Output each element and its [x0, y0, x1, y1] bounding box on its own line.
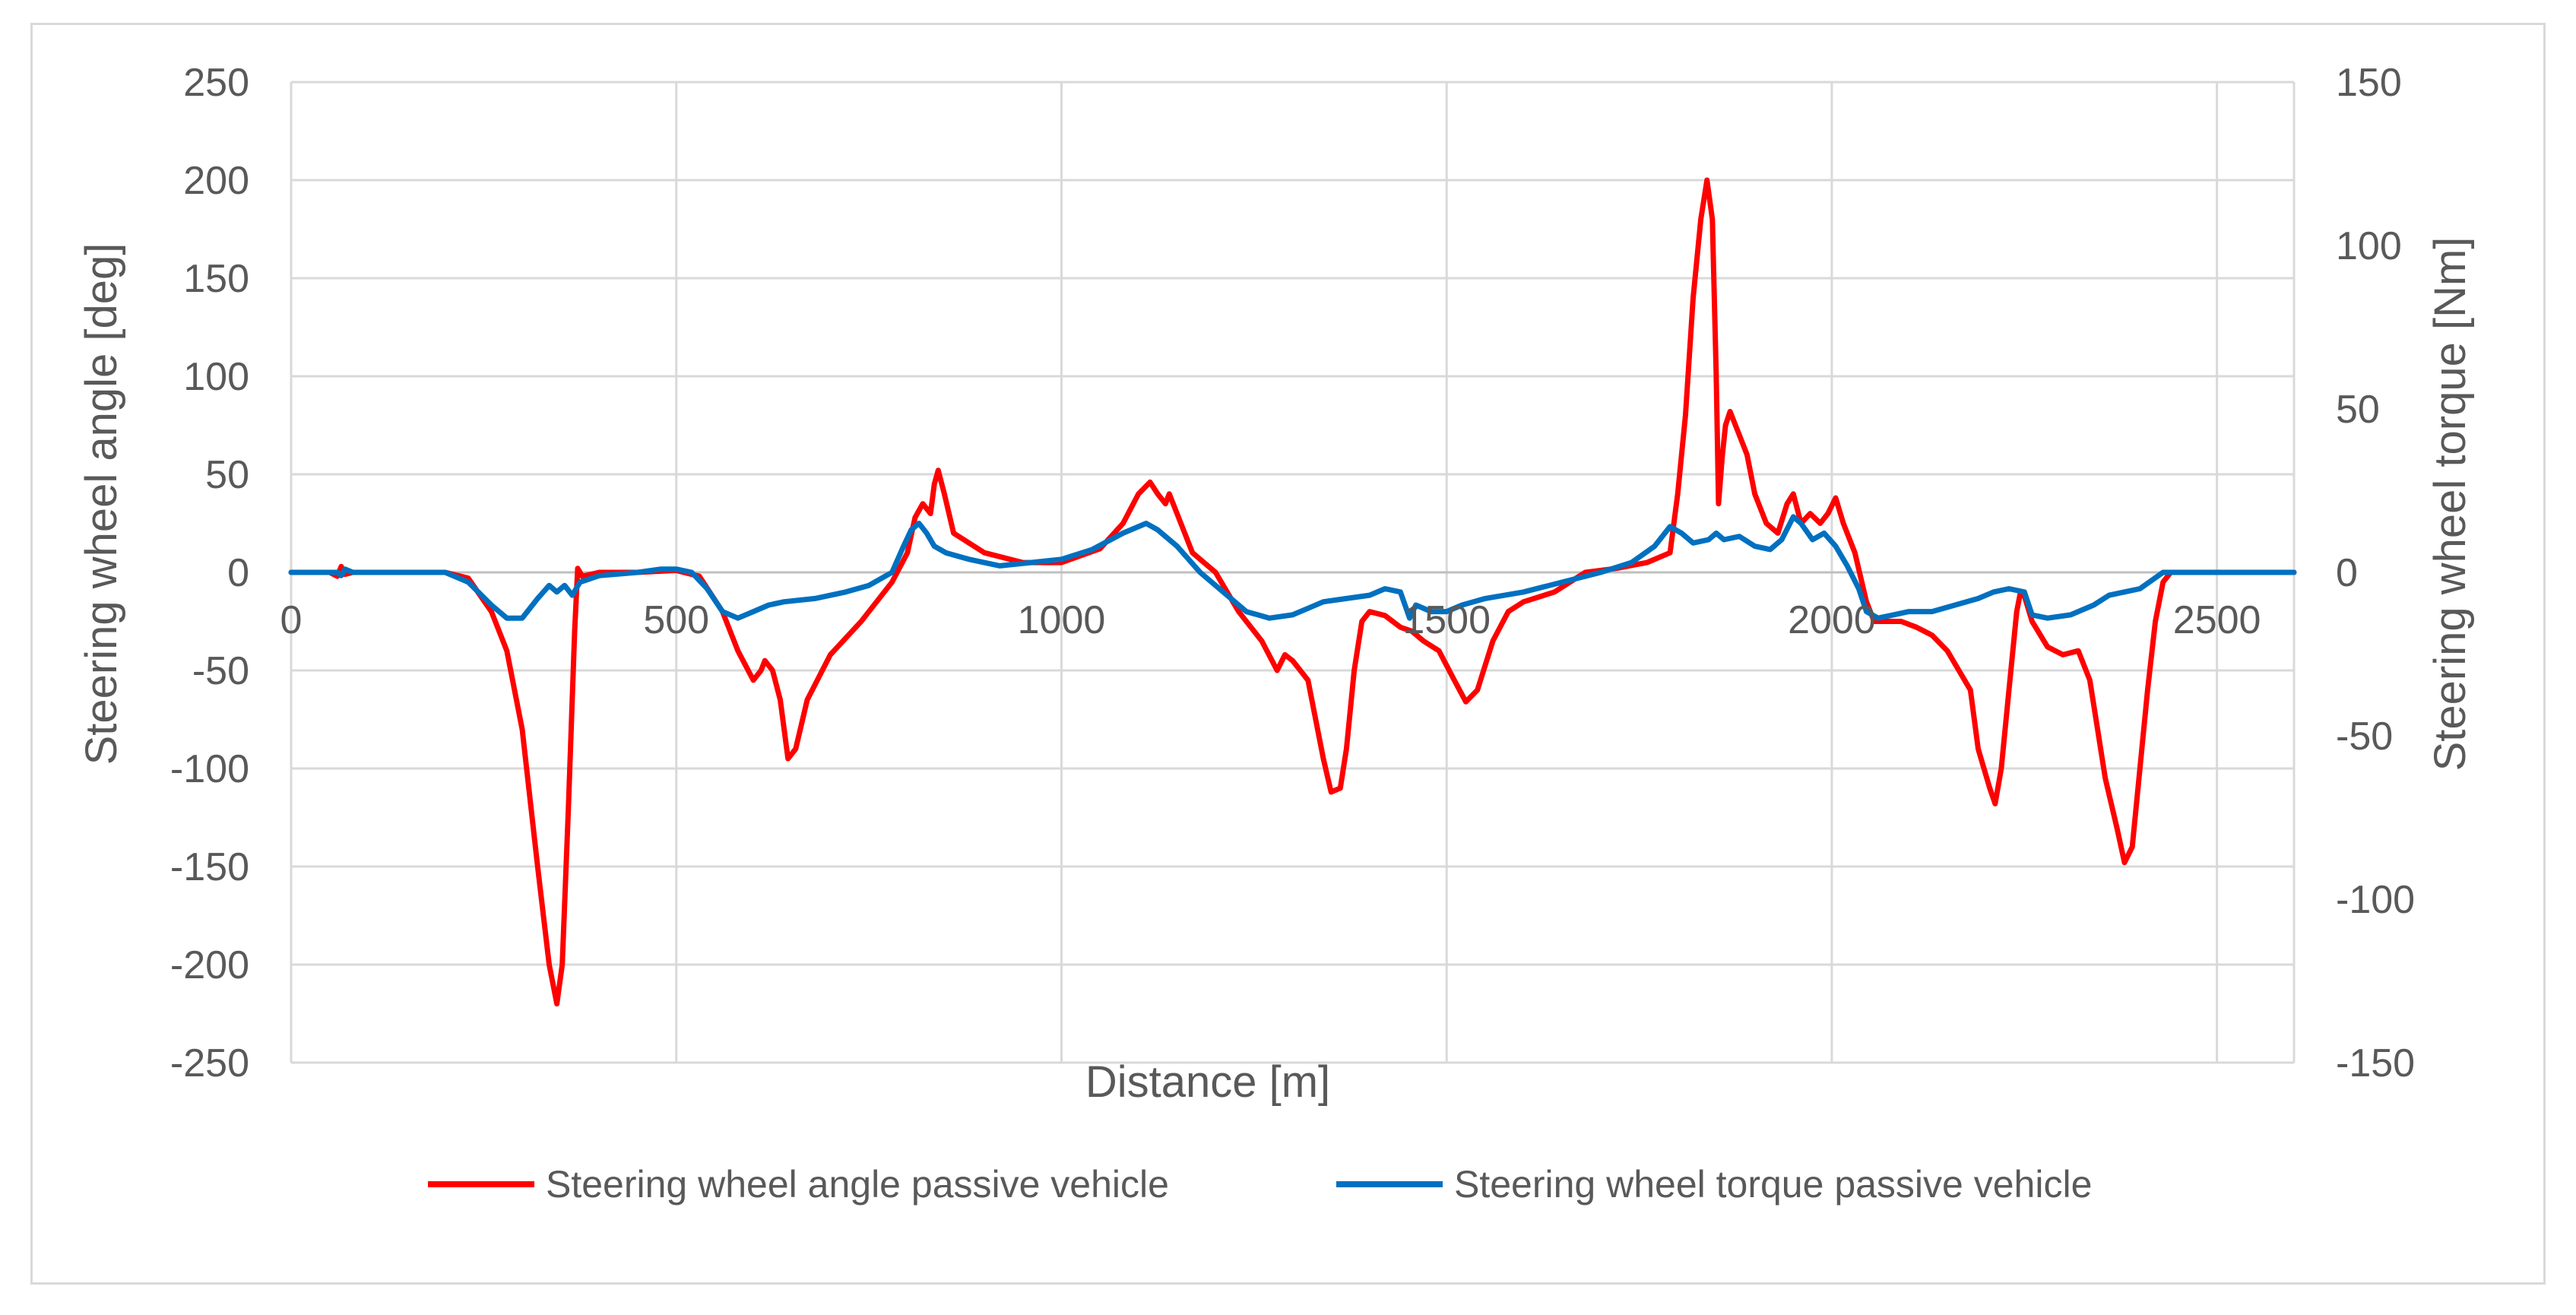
legend: Steering wheel angle passive vehicle Ste… [428, 1163, 2092, 1206]
series-line-steering-torque [288, 514, 2297, 621]
y2-tick-label: -150 [2336, 1041, 2415, 1085]
series-line-steering-angle [288, 177, 2297, 1007]
series-layer [288, 177, 2297, 1007]
chart-frame: 250 200 150 100 50 0 -50 -100 -150 -200 -250 150 100… [30, 23, 2546, 1285]
y-tick-label: 50 [205, 453, 249, 497]
x-tick-label: 1500 [1402, 598, 1491, 642]
y2-tick-label: 50 [2336, 388, 2380, 432]
y-axis-title: Steering wheel angle [deg] [77, 243, 126, 765]
y2-tick-label: -50 [2336, 715, 2393, 759]
y-tick-label: 200 [183, 159, 249, 203]
x-tick-label: 500 [643, 598, 709, 642]
y2-tick-label: -100 [2336, 878, 2415, 922]
x-tick-label: 0 [280, 598, 303, 642]
y-tick-label: -250 [170, 1041, 249, 1085]
y2-axis-title: Steering wheel torque [Nm] [2425, 237, 2475, 772]
legend-label-angle: Steering wheel angle passive vehicle [546, 1163, 1169, 1206]
y-tick-label: 250 [183, 61, 249, 105]
y2-tick-label: 100 [2336, 224, 2402, 268]
x-tick-label: 1000 [1018, 598, 1106, 642]
x-axis-title: Distance [m] [1085, 1057, 1330, 1107]
y-tick-label: 150 [183, 257, 249, 301]
x-tick-label: 2500 [2173, 598, 2261, 642]
y-tick-label: -50 [192, 649, 249, 693]
y-tick-label: -200 [170, 943, 249, 987]
y2-tick-label: 0 [2336, 551, 2358, 595]
y-tick-label: 0 [227, 551, 249, 595]
x-tick-label: 2000 [1788, 598, 1876, 642]
tick-labels: 250200150100500-50-100-150-200-250150100… [170, 61, 2415, 1085]
legend-label-torque: Steering wheel torque passive vehicle [1454, 1163, 2092, 1206]
y2-tick-label: 150 [2336, 61, 2402, 105]
line-chart: 250200150100500-50-100-150-200-250150100… [77, 61, 2475, 1206]
y-tick-label: -100 [170, 747, 249, 791]
y-tick-label: 100 [183, 355, 249, 399]
y-tick-label: -150 [170, 845, 249, 889]
